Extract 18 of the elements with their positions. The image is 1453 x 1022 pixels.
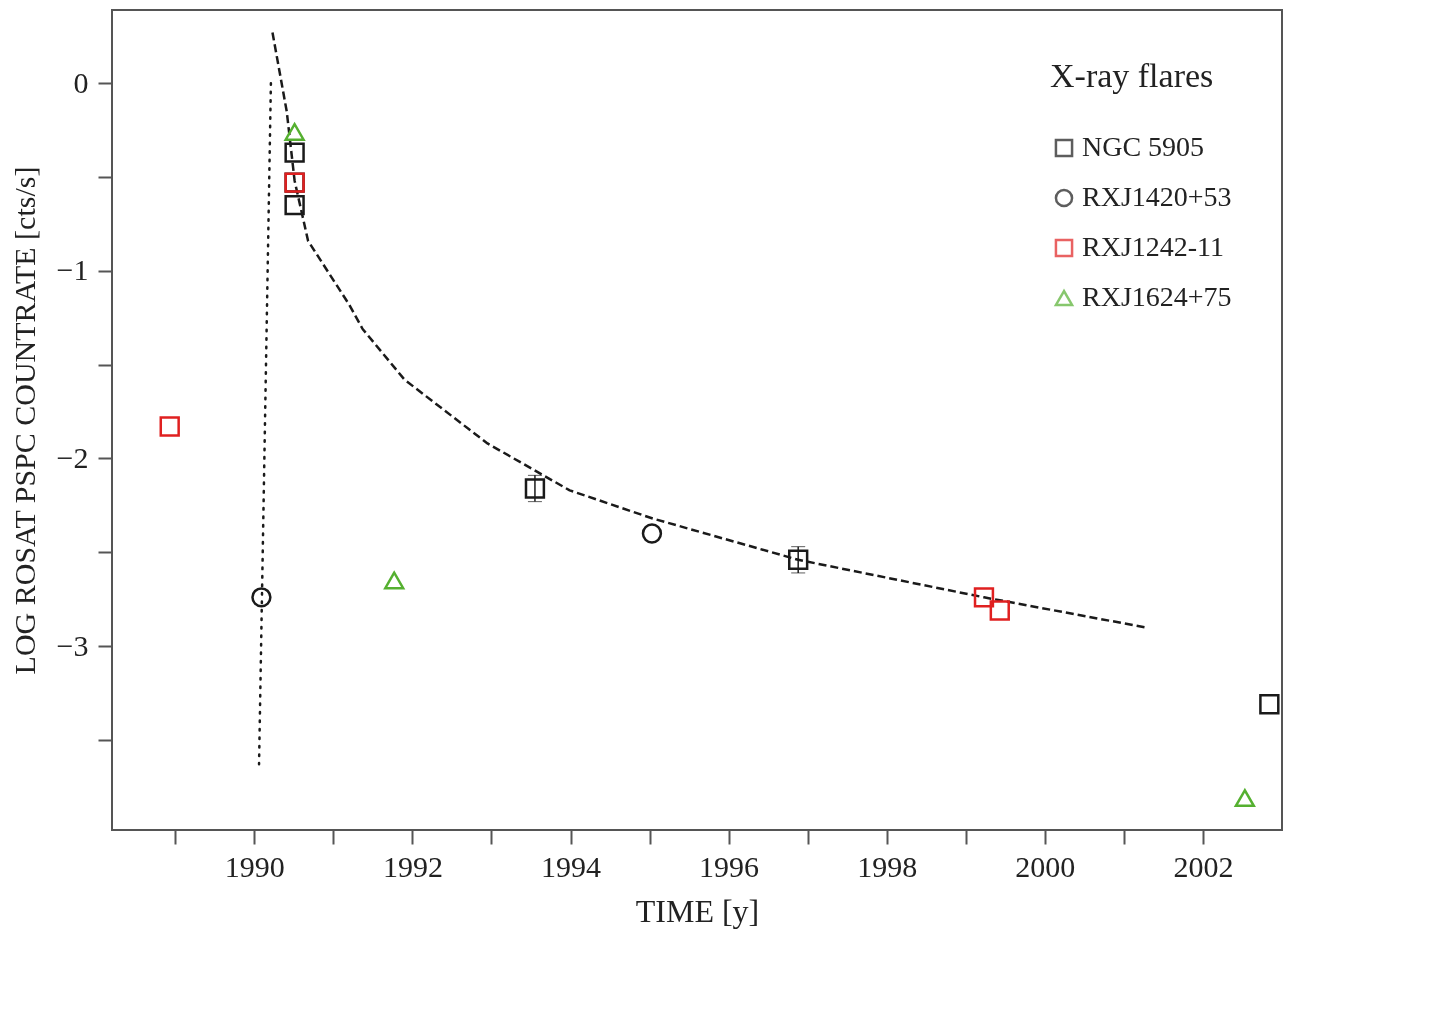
x-tick-label: 2002: [1173, 849, 1234, 883]
legend-label: RXJ1420+53: [1082, 181, 1232, 212]
x-tick-label: 1994: [541, 849, 602, 883]
y-tick-label: −2: [56, 440, 89, 474]
x-tick-label: 1996: [699, 849, 760, 883]
legend-title: X-ray flares: [1050, 57, 1214, 94]
legend-label: NGC 5905: [1082, 131, 1205, 162]
y-tick-label: −1: [56, 253, 89, 287]
x-axis-title: TIME [y]: [635, 892, 760, 929]
x-tick-label: 1990: [224, 849, 285, 883]
x-tick-label: 1992: [382, 849, 443, 883]
y-axis-title: LOG ROSAT PSPC COUNTRATE [cts/s]: [7, 166, 41, 675]
x-tick-label: 2000: [1015, 849, 1076, 883]
legend-label: RXJ1624+75: [1082, 281, 1232, 312]
legend-label: RXJ1242-11: [1082, 231, 1225, 262]
y-tick-label: 0: [73, 65, 89, 99]
y-tick-label: −3: [56, 628, 89, 662]
x-tick-label: 1998: [857, 849, 918, 883]
